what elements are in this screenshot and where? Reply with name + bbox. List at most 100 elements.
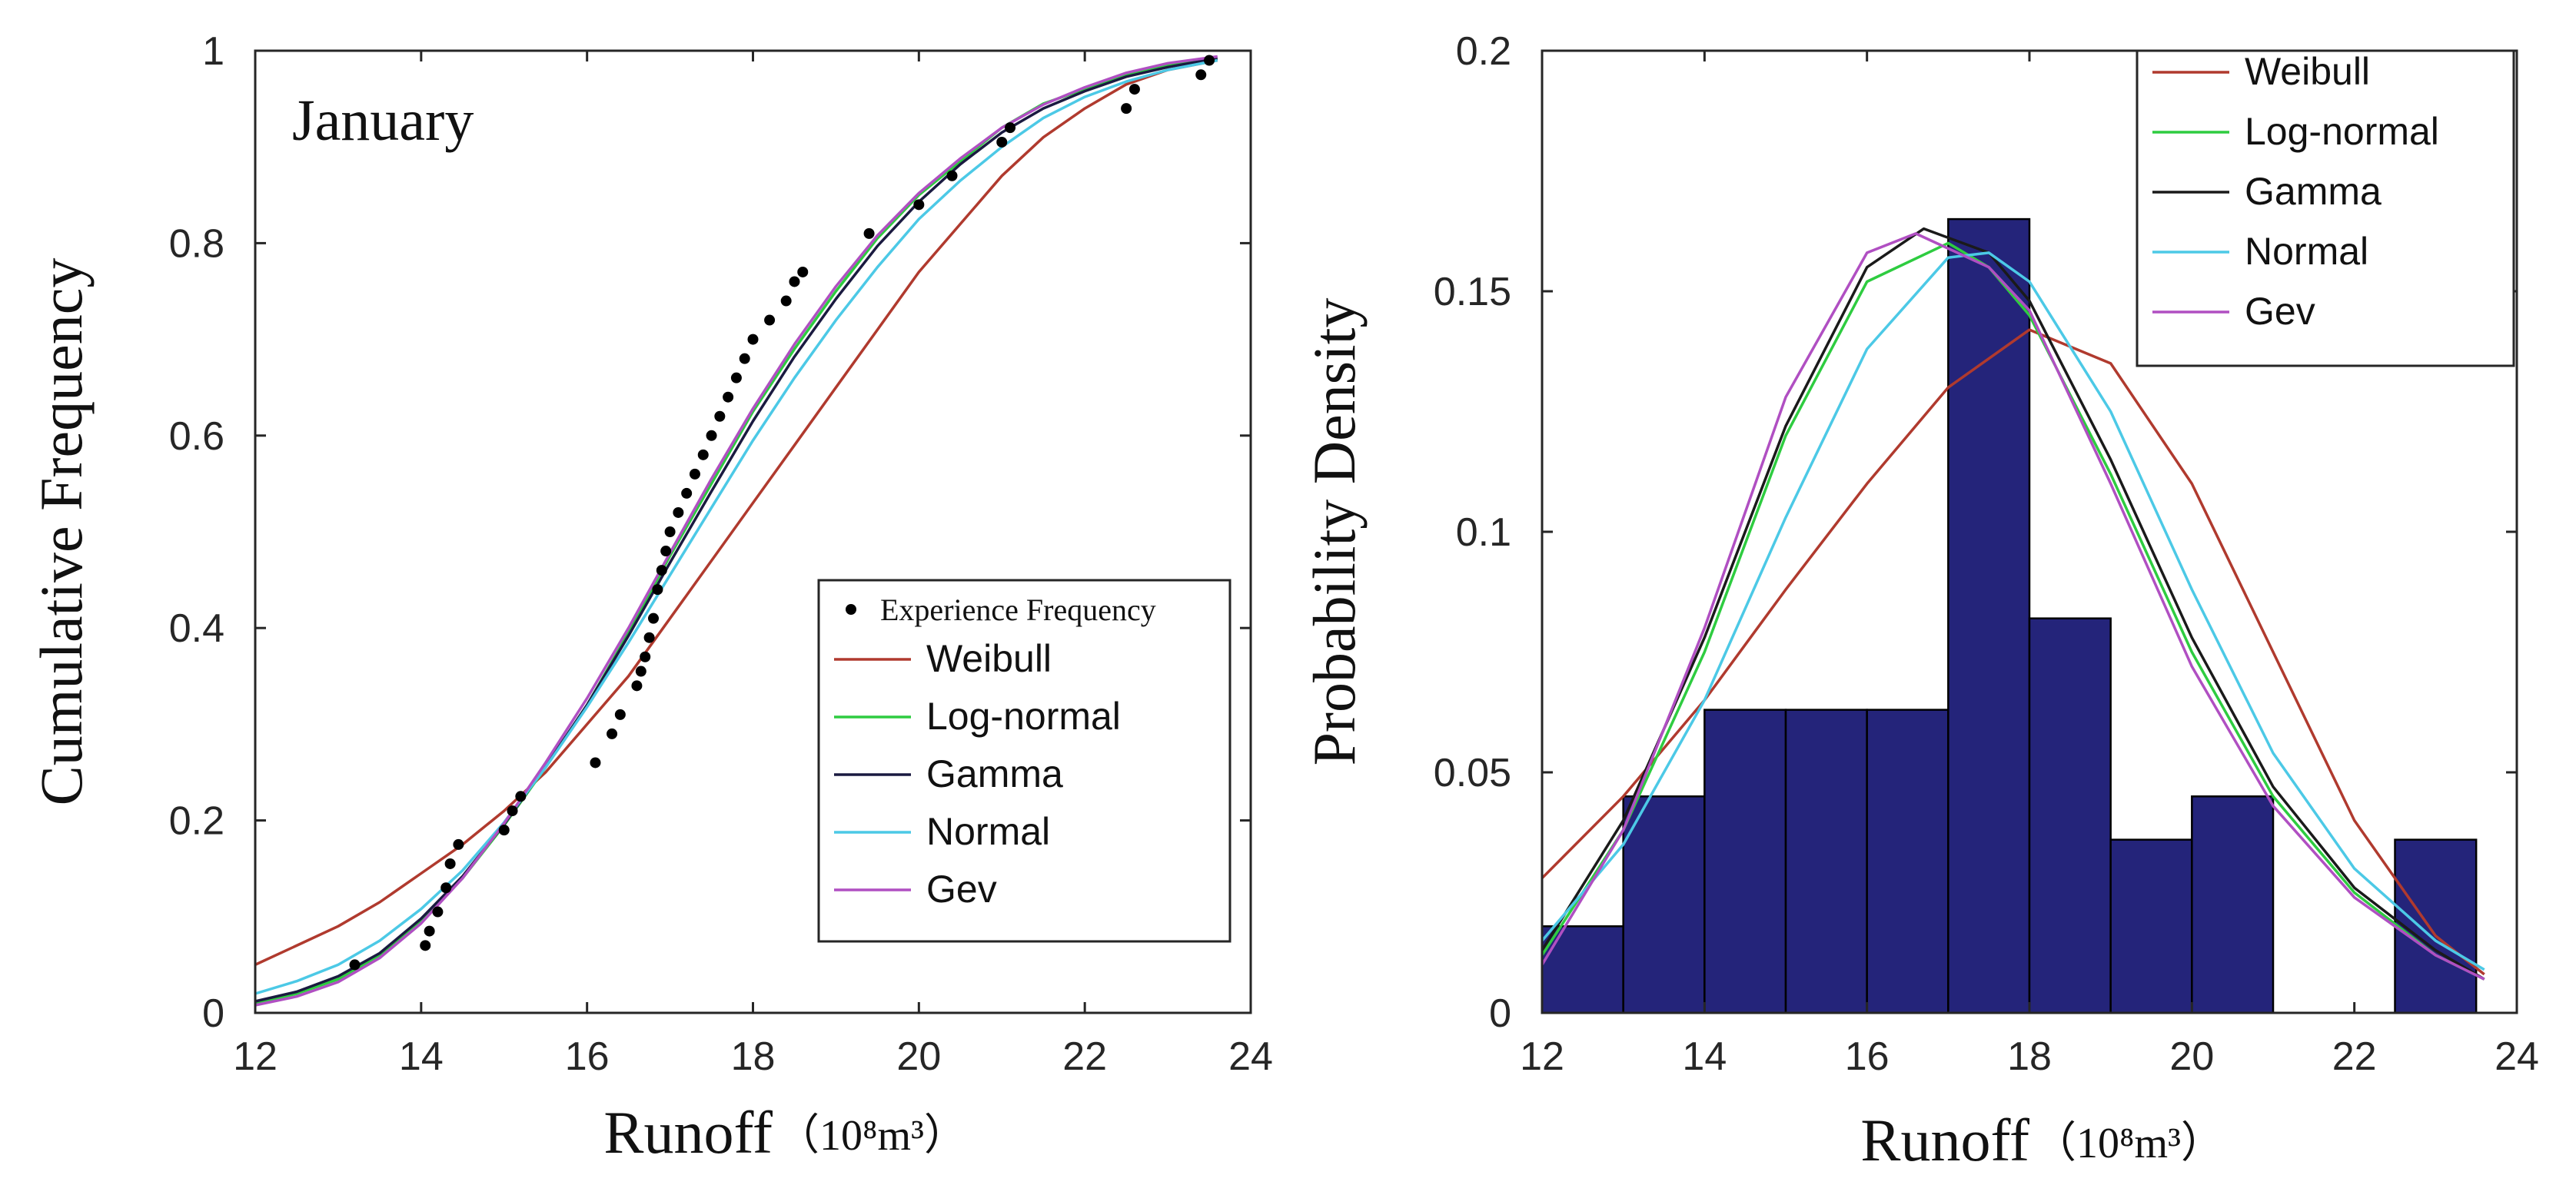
y-tick-label: 0.1	[1456, 510, 1511, 555]
p1-legend: Weibull Log-normal Gamma Normal Gev	[2136, 49, 2515, 367]
probability-density-chart: 12 14 16 18 20 22 24 0 0.05 0.1 0.15 0.2 Runoff （10…	[1301, 29, 2539, 1173]
p1-x-axis-unit: （10⁸m³）	[2033, 1120, 2224, 1167]
y-tick-label: 0.8	[169, 221, 224, 266]
x-tick-label: 18	[731, 1034, 776, 1079]
experience-point-0	[349, 959, 361, 971]
series-line-normal	[254, 58, 1218, 995]
cumulative-frequency-chart: 12 14 16 18 20 22 24 0 0.2 0.4 0.6 0.8 1 January Run…	[28, 29, 1273, 1166]
p0-x-axis-unit: （10⁸m³）	[776, 1112, 967, 1160]
y-tick-label: 0.4	[169, 606, 224, 651]
experience-point-19	[656, 565, 667, 576]
experience-point-23	[681, 487, 693, 499]
experience-point-25	[697, 449, 709, 460]
p1-ticks: 12 14 16 18 20 22 24 0 0.05 0.1 0.15 0.2	[1434, 29, 2539, 1079]
experience-point-9	[515, 791, 527, 802]
experience-point-5	[444, 858, 456, 869]
experience-point-31	[747, 334, 759, 345]
series-line-weibull	[254, 58, 1218, 966]
x-tick-label: 24	[1228, 1034, 1273, 1079]
experience-point-40	[1005, 122, 1016, 134]
legend-label-normal: Normal	[2245, 230, 2368, 273]
x-tick-label: 20	[896, 1034, 941, 1079]
x-tick-label: 16	[565, 1034, 610, 1079]
experience-point-11	[607, 728, 618, 739]
legend-marker-experience-frequency	[846, 604, 856, 615]
experience-point-41	[1121, 103, 1132, 115]
experience-point-2	[424, 925, 435, 937]
x-tick-label: 22	[2332, 1034, 2377, 1079]
p0-y-axis-label: Cumulative Frequency	[28, 258, 95, 806]
experience-point-10	[590, 757, 601, 768]
series-line-normal	[1541, 251, 2485, 971]
experience-point-32	[764, 314, 776, 326]
x-tick-label: 14	[1682, 1034, 1727, 1079]
series-line-gamma	[1541, 227, 2485, 981]
experience-point-39	[996, 136, 1008, 148]
experience-point-42	[1128, 84, 1140, 95]
legend-label-log-normal: Log-normal	[2245, 110, 2439, 153]
p1-x-axis-label: Runoff	[1860, 1107, 2029, 1173]
experience-point-1	[420, 940, 431, 951]
legend-label-weibull: Weibull	[2245, 50, 2370, 93]
experience-point-35	[797, 266, 809, 277]
experience-point-18	[652, 584, 663, 596]
experience-point-3	[432, 906, 444, 918]
x-tick-label: 14	[399, 1034, 444, 1079]
experience-point-20	[660, 546, 672, 557]
experience-point-30	[739, 353, 750, 364]
p0-legend: Experience Frequency Weibull Log-normal Gam…	[817, 579, 1231, 943]
experience-point-21	[664, 526, 676, 537]
series-line-gamma	[254, 57, 1218, 1003]
histogram-bar-3	[1784, 709, 1868, 1014]
histogram-bar-0	[1541, 925, 1624, 1014]
legend-label-weibull: Weibull	[926, 637, 1052, 680]
legend-label-gev: Gev	[2245, 290, 2315, 333]
experience-point-16	[643, 632, 655, 643]
experience-point-22	[673, 506, 684, 518]
histogram-bar-2	[1703, 709, 1787, 1014]
histogram-bar-9	[2394, 838, 2478, 1014]
legend-label-gev: Gev	[926, 868, 997, 911]
y-tick-label: 0	[1489, 991, 1511, 1036]
experience-point-33	[780, 295, 792, 307]
experience-point-17	[648, 612, 659, 624]
legend-label-log-normal: Log-normal	[926, 695, 1121, 738]
x-tick-label: 18	[2007, 1034, 2052, 1079]
p0-ticks: 12 14 16 18 20 22 24 0 0.2 0.4 0.6 0.8 1	[169, 29, 1273, 1079]
x-tick-label: 12	[233, 1034, 278, 1079]
histogram-bar-8	[2191, 795, 2275, 1014]
legend-box	[817, 579, 1231, 943]
experience-point-37	[913, 199, 925, 211]
experience-point-8	[507, 805, 518, 817]
legend-label-gamma: Gamma	[926, 752, 1063, 795]
series-line-gev	[1541, 232, 2485, 981]
y-tick-label: 1	[202, 29, 224, 74]
p1-curves	[1541, 227, 2485, 981]
experience-point-27	[714, 410, 726, 422]
experience-point-44	[1204, 55, 1215, 66]
y-tick-label: 0.2	[169, 799, 224, 844]
legend-label-normal: Normal	[926, 810, 1050, 853]
p1-y-axis-label: Probability Density	[1301, 298, 1368, 766]
experience-point-6	[453, 838, 464, 850]
x-tick-label: 16	[1845, 1034, 1890, 1079]
experience-point-43	[1195, 69, 1207, 81]
experience-point-12	[614, 709, 626, 720]
x-tick-label: 12	[1520, 1034, 1564, 1079]
experience-point-24	[689, 468, 700, 480]
histogram-bar-1	[1622, 795, 1706, 1014]
experience-point-29	[730, 372, 742, 383]
series-line-gev	[254, 55, 1218, 1007]
experience-point-14	[635, 666, 646, 677]
x-tick-label: 22	[1062, 1034, 1107, 1079]
y-tick-label: 0.2	[1456, 29, 1511, 74]
y-tick-label: 0.15	[1434, 270, 1511, 314]
experience-point-4	[440, 882, 452, 894]
x-tick-label: 20	[2169, 1034, 2214, 1079]
p0-experience-points	[349, 55, 1215, 971]
y-tick-label: 0	[202, 991, 224, 1036]
experience-point-28	[723, 391, 734, 403]
histogram-bar-5	[1947, 217, 2031, 1014]
experience-point-26	[706, 430, 717, 441]
